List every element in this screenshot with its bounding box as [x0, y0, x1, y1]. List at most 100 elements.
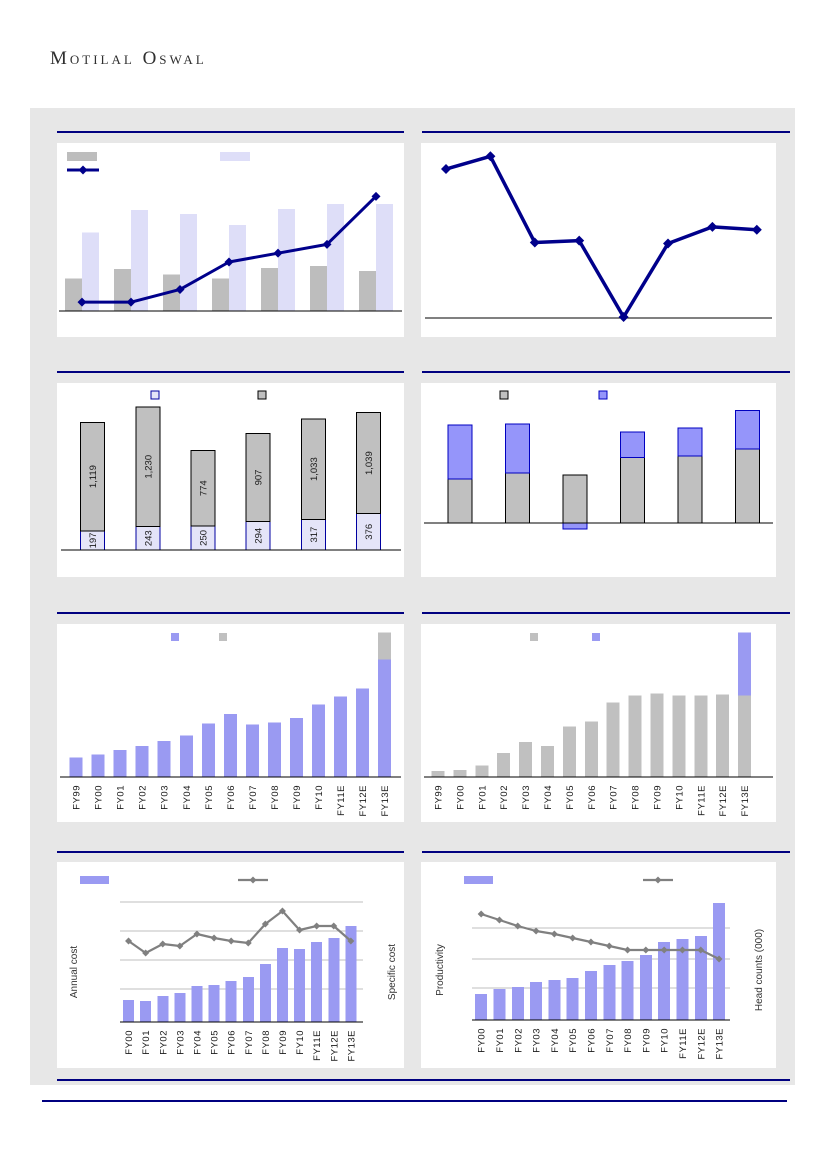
x-axis-label: FY09 — [292, 785, 303, 810]
x-axis-label: FY04 — [192, 1030, 203, 1055]
chart-svg — [424, 390, 773, 530]
x-axis-label: FY03 — [521, 785, 532, 810]
x-axis-label: FY11E — [678, 1028, 689, 1059]
legend-square-swatch — [592, 633, 600, 641]
x-axis-label: FY08 — [631, 785, 642, 810]
svg-text:1,039: 1,039 — [364, 451, 375, 475]
x-axis-label: FY07 — [244, 1030, 255, 1055]
x-axis-label: FY07 — [609, 785, 620, 810]
legend-bar-swatch — [220, 152, 250, 161]
x-axis-label: FY09 — [652, 785, 663, 810]
x-axis-label: FY03 — [160, 785, 171, 810]
legend-square-swatch — [219, 633, 227, 641]
x-axis-label: FY10 — [295, 1030, 306, 1055]
x-axis-label: FY05 — [210, 1030, 221, 1055]
x-axis-label: FY08 — [270, 785, 281, 810]
svg-text:1,033: 1,033 — [309, 457, 320, 481]
x-axis-label: FY09 — [278, 1030, 289, 1055]
legend-bar-swatch — [464, 876, 493, 884]
x-axis-label: FY10 — [674, 785, 685, 810]
x-axis-label: FY02 — [499, 785, 510, 810]
x-axis-label: FY04 — [182, 785, 193, 810]
legend-bar-swatch — [80, 876, 109, 884]
x-axis-label: FY12E — [329, 1030, 340, 1062]
legend-square-swatch — [530, 633, 538, 641]
x-axis-label: FY06 — [586, 1028, 597, 1053]
chart-title-rule-5 — [57, 612, 404, 614]
svg-text:907: 907 — [254, 470, 265, 486]
svg-text:243: 243 — [143, 530, 154, 546]
chart-panel-7: FY00 FY01 FY02 FY03 FY04 FY05 FY06 FY07 FY08 FY09… — [57, 862, 404, 1068]
x-axis-label: FY03 — [532, 1028, 543, 1053]
x-axis-label: FY02 — [158, 1030, 169, 1055]
legend-square-swatch — [598, 390, 608, 400]
chart-panel-2 — [421, 143, 776, 337]
chart-title-rule-4 — [422, 371, 790, 373]
x-axis-label: FY99 — [433, 785, 444, 810]
x-axis-label: FY13E — [346, 1030, 357, 1062]
x-axis-label: FY06 — [587, 785, 598, 810]
svg-text:250: 250 — [199, 530, 210, 546]
chart-panel-6: FY99 FY00 FY01 FY02 FY03 FY04 FY05 FY06 FY07 FY08… — [421, 624, 776, 822]
chart-svg: FY00 FY01 FY02 FY03 FY04 FY05 FY06 FY07 FY08 FY09… — [435, 876, 765, 1060]
chart-title-rule-6 — [422, 612, 790, 614]
x-axis-label: FY00 — [124, 1030, 135, 1055]
chart-svg: FY00 FY01 FY02 FY03 FY04 FY05 FY06 FY07 FY08 FY09… — [69, 876, 398, 1062]
x-axis-label: FY08 — [623, 1028, 634, 1053]
x-axis-label: FY10 — [660, 1028, 671, 1053]
svg-text:294: 294 — [254, 528, 265, 544]
svg-text:1,119: 1,119 — [88, 465, 99, 488]
x-axis-label: FY10 — [314, 785, 325, 810]
x-axis-label: FY05 — [204, 785, 215, 810]
legend-square-swatch — [257, 390, 267, 400]
svg-text:376: 376 — [364, 524, 375, 540]
x-axis-label: FY06 — [226, 785, 237, 810]
chart-panel-4 — [421, 383, 776, 577]
x-axis-label: FY12E — [696, 1028, 707, 1060]
x-axis-label: FY00 — [455, 785, 466, 810]
chart-title-rule-2 — [422, 131, 790, 133]
chart-svg: FY99 FY00 FY01 FY02 FY03 FY04 FY05 FY06 FY07 FY08… — [424, 632, 773, 817]
x-axis-label: FY06 — [227, 1030, 238, 1055]
x-axis-label: FY09 — [641, 1028, 652, 1053]
x-axis-label: FY00 — [477, 1028, 488, 1053]
company-logo: Motilal Oswal — [50, 48, 207, 69]
y-axis-label-right: Head counts (000) — [754, 929, 765, 1011]
y-axis-label-left: Productivity — [435, 944, 446, 996]
chart-title-rule-3 — [57, 371, 404, 373]
chart-panel-5: FY99 FY00 FY01 FY02 FY03 FY04 FY05 FY06 FY07 FY08… — [57, 624, 404, 822]
legend-bar-swatch — [67, 152, 97, 161]
x-axis-label: FY13E — [380, 785, 391, 817]
page-footer-rule — [42, 1100, 787, 1102]
legend-square-swatch — [499, 390, 509, 400]
x-axis-label: FY00 — [94, 785, 105, 810]
y-axis-label-left: Annual cost — [69, 946, 80, 998]
x-axis-label: FY07 — [605, 1028, 616, 1053]
legend-square-swatch — [150, 390, 160, 400]
x-axis-label: FY02 — [138, 785, 149, 810]
svg-text:317: 317 — [309, 527, 320, 543]
chart-title-rule-7 — [57, 851, 404, 853]
chart-title-rule-8 — [422, 851, 790, 853]
x-axis-label: FY99 — [72, 785, 83, 810]
chart-title-rule-1 — [57, 131, 404, 133]
x-axis-label: FY12E — [358, 785, 369, 817]
x-axis-label: FY05 — [565, 785, 576, 810]
x-axis-label: FY11E — [312, 1030, 323, 1061]
x-axis-label: FY11E — [696, 785, 707, 816]
x-axis-label: FY04 — [543, 785, 554, 810]
chart-panel-1 — [57, 143, 404, 337]
chart-svg — [59, 152, 402, 312]
svg-text:1,230: 1,230 — [143, 455, 154, 479]
chart-svg: 197 1,119 243 1,230 250 774 294 907 317 1,033 376 1… — [61, 390, 401, 551]
x-axis-label: FY12E — [718, 785, 729, 817]
x-axis-label: FY01 — [141, 1030, 152, 1055]
chart-svg: FY99 FY00 FY01 FY02 FY03 FY04 FY05 FY06 FY07 FY08… — [60, 632, 401, 817]
x-axis-label: FY01 — [477, 785, 488, 810]
band-bottom-rule — [57, 1079, 790, 1081]
chart-svg — [425, 151, 772, 323]
x-axis-label: FY05 — [568, 1028, 579, 1053]
x-axis-label: FY13E — [740, 785, 751, 817]
chart-panel-8: FY00 FY01 FY02 FY03 FY04 FY05 FY06 FY07 FY08 FY09… — [421, 862, 776, 1068]
